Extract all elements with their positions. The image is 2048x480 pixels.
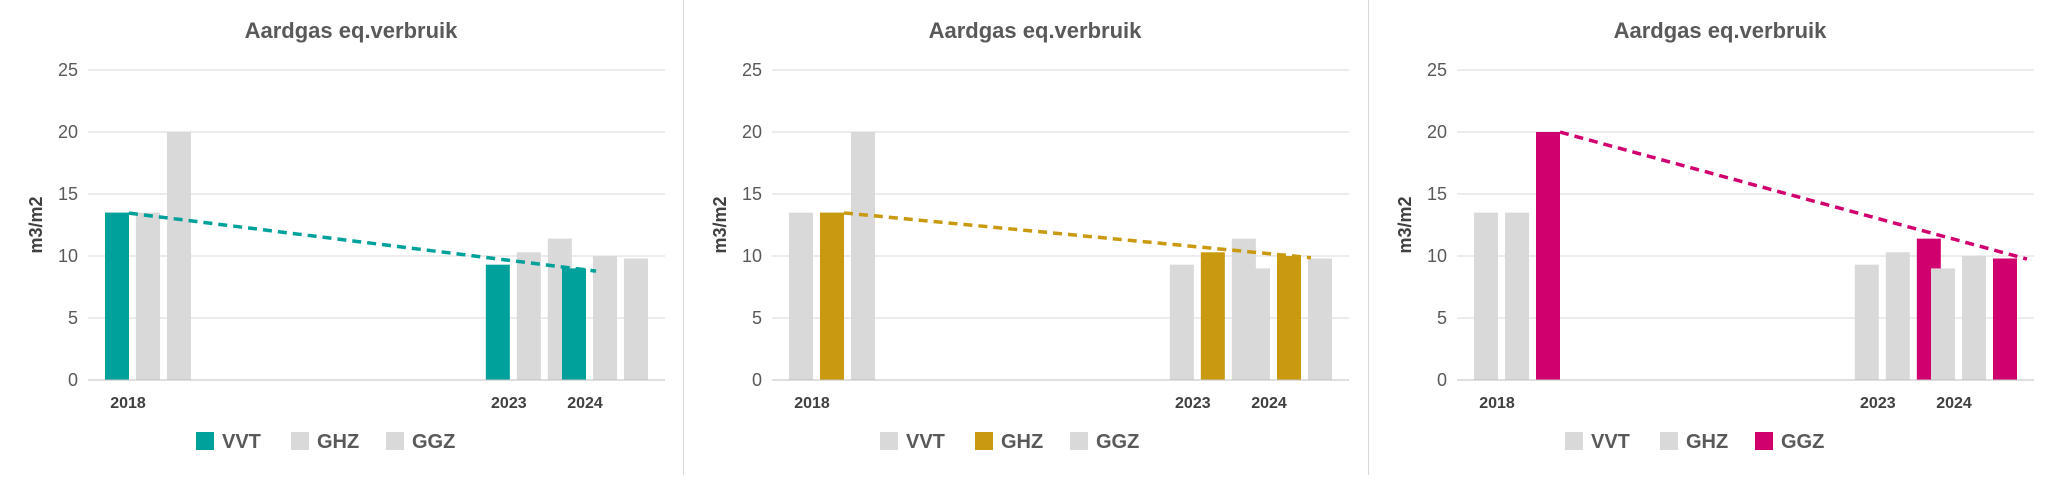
- chart-svg: Aardgas eq.verbruik 0 5 10 15 20 25 m3/m2 2018 20…: [710, 18, 1349, 453]
- bar-ggz-2024: [1993, 258, 2017, 380]
- legend-swatch-ghz: [1660, 432, 1678, 450]
- legend-label-ggz: GGZ: [1096, 431, 1139, 453]
- bar-vvt-2023: [485, 264, 510, 380]
- bar-vvt-2023: [1169, 264, 1194, 380]
- chart-title: Aardgas eq.verbruik: [245, 18, 459, 43]
- bar-ghz-2024: [593, 256, 617, 380]
- chart-title: Aardgas eq.verbruik: [1614, 18, 1828, 43]
- bar-ggz-2018: [1536, 132, 1560, 380]
- chart-title: Aardgas eq.verbruik: [929, 18, 1143, 43]
- chart-panel-3: Aardgas eq.verbruik 0 5 10 15 20 25 m3/m2 2018 20…: [1369, 0, 2048, 475]
- y-tick-label: 20: [742, 122, 762, 142]
- y-tick-label: 10: [742, 246, 762, 266]
- y-tick-label: 25: [1427, 60, 1447, 80]
- chart-svg: Aardgas eq.verbruik 0 5 10 15 20 25 m3/m2 2018 20…: [1395, 18, 2034, 453]
- y-tick-label: 15: [58, 184, 78, 204]
- bar-ghz-2024: [1277, 256, 1301, 380]
- bar-ghz-2024: [1962, 256, 1986, 380]
- legend-label-vvt: VVT: [906, 431, 945, 453]
- y-tick-label: 20: [58, 122, 78, 142]
- y-tick-label: 10: [58, 246, 78, 266]
- legend-label-ghz: GHZ: [1686, 431, 1728, 453]
- bar-ghz-2023: [516, 252, 541, 380]
- y-tick-label: 10: [1427, 246, 1447, 266]
- y-tick-label: 15: [742, 184, 762, 204]
- legend-label-ghz: GHZ: [1001, 431, 1043, 453]
- bar-vvt-2018: [105, 212, 129, 380]
- trendline-vvt: [128, 211, 597, 273]
- panel-divider-2: [1368, 0, 1369, 475]
- bar-ggz-2018: [167, 132, 191, 380]
- y-tick-label: 25: [742, 60, 762, 80]
- x-tick-label: 2024: [1251, 395, 1287, 412]
- legend-swatch-ggz: [1070, 432, 1088, 450]
- legend-swatch-ghz: [291, 432, 309, 450]
- legend-label-vvt: VVT: [1591, 431, 1630, 453]
- trendline-ggz: [1559, 130, 2028, 261]
- trendline-ghz: [843, 211, 1312, 260]
- x-tick-label: 2023: [1860, 395, 1896, 412]
- chart-panel-1: Aardgas eq.verbruik 0 5 10 15 20 25 m3/m2 2018 20…: [0, 0, 682, 475]
- bar-ghz-2018: [1505, 212, 1529, 380]
- legend-swatch-vvt: [880, 432, 898, 450]
- y-axis-label: m3/m2: [26, 196, 46, 253]
- y-tick-label: 5: [752, 308, 762, 328]
- bar-ggz-2018: [851, 132, 875, 380]
- legend-label-vvt: VVT: [222, 431, 261, 453]
- y-tick-label: 0: [68, 370, 78, 390]
- chart-panel-2: Aardgas eq.verbruik 0 5 10 15 20 25 m3/m2 2018 20…: [684, 0, 1366, 475]
- bar-vvt-2023: [1854, 264, 1879, 380]
- bar-ghz-2018: [136, 212, 160, 380]
- panel-divider-1: [683, 0, 684, 475]
- legend-swatch-vvt: [1565, 432, 1583, 450]
- y-tick-label: 25: [58, 60, 78, 80]
- x-tick-label: 2024: [1936, 395, 1972, 412]
- x-tick-label: 2018: [110, 395, 146, 412]
- y-tick-label: 5: [1437, 308, 1447, 328]
- legend-label-ghz: GHZ: [317, 431, 359, 453]
- x-tick-label: 2023: [491, 395, 527, 412]
- bar-vvt-2024: [1931, 268, 1955, 380]
- x-tick-label: 2018: [794, 395, 830, 412]
- bar-ghz-2023: [1200, 252, 1225, 380]
- bar-vvt-2024: [1246, 268, 1270, 380]
- y-tick-label: 5: [68, 308, 78, 328]
- y-tick-label: 20: [1427, 122, 1447, 142]
- legend-swatch-ggz: [1755, 432, 1773, 450]
- y-axis-label: m3/m2: [710, 196, 730, 253]
- legend-label-ggz: GGZ: [1781, 431, 1824, 453]
- legend-swatch-vvt: [196, 432, 214, 450]
- y-tick-label: 0: [1437, 370, 1447, 390]
- y-axis-label: m3/m2: [1395, 196, 1415, 253]
- x-tick-label: 2023: [1175, 395, 1211, 412]
- bar-vvt-2018: [789, 212, 813, 380]
- bar-ggz-2024: [624, 258, 648, 380]
- bar-ghz-2023: [1885, 252, 1910, 380]
- x-tick-label: 2024: [567, 395, 603, 412]
- y-tick-label: 0: [752, 370, 762, 390]
- legend-swatch-ggz: [386, 432, 404, 450]
- y-tick-label: 15: [1427, 184, 1447, 204]
- bar-vvt-2024: [562, 268, 586, 380]
- legend-label-ggz: GGZ: [412, 431, 455, 453]
- bar-ggz-2024: [1308, 258, 1332, 380]
- bar-ghz-2018: [820, 212, 844, 380]
- bar-vvt-2018: [1474, 212, 1498, 380]
- legend-swatch-ghz: [975, 432, 993, 450]
- chart-svg: Aardgas eq.verbruik 0 5 10 15 20 25 m3/m2 2018 20…: [26, 18, 665, 453]
- x-tick-label: 2018: [1479, 395, 1515, 412]
